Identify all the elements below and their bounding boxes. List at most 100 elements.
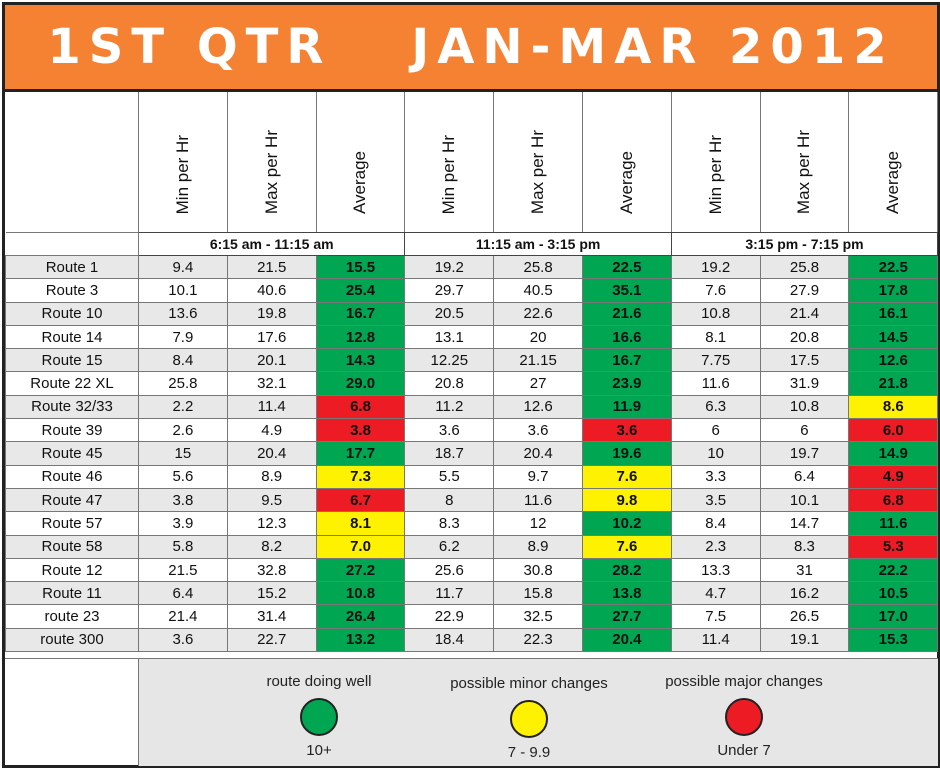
legend-range: Under 7	[717, 742, 771, 759]
min-per-hr-cell: 8.4	[138, 348, 228, 373]
min-per-hr-cell: 10.1	[138, 278, 228, 303]
max-per-hr-cell: 16.2	[759, 581, 850, 606]
average-cell: 3.6	[581, 418, 672, 443]
average-cell: 3.8	[315, 418, 406, 443]
max-per-hr-cell: 40.5	[493, 278, 583, 303]
min-per-hr-cell: 19.2	[404, 254, 495, 280]
max-per-hr-cell: 8.3	[759, 534, 850, 559]
min-per-hr-cell: 4.7	[670, 581, 761, 606]
legend-item-minor: possible minor changes 7 - 9.9	[439, 675, 619, 761]
min-per-hr-cell: 7.9	[138, 324, 228, 350]
max-per-hr-cell: 6.4	[759, 464, 850, 489]
average-cell: 23.9	[581, 371, 672, 396]
route-name-cell: Route 11	[5, 581, 139, 606]
table-row: route 23 21.4 31.4 26.4 22.9 32.5 27.7 7.5 26.5 1…	[5, 604, 939, 629]
max-per-hr-cell: 15.2	[226, 581, 317, 606]
average-cell: 21.6	[581, 301, 672, 326]
legend-label: possible major changes	[665, 673, 823, 690]
max-per-hr-cell: 40.6	[226, 278, 317, 303]
min-per-hr-cell: 25.6	[404, 557, 495, 583]
route-name-cell: route 23	[5, 604, 139, 629]
column-header: Min per Hr	[404, 92, 495, 233]
average-cell: 22.5	[848, 254, 939, 280]
column-header: Average	[848, 92, 939, 233]
route-name-cell: Route 32/33	[5, 394, 139, 420]
max-per-hr-cell: 11.4	[226, 394, 317, 420]
min-per-hr-cell: 2.6	[138, 418, 228, 443]
max-per-hr-cell: 17.6	[226, 324, 317, 350]
legend-item-major: possible major changes Under 7	[649, 673, 839, 759]
min-per-hr-cell: 7.75	[670, 348, 761, 373]
green-circle-icon	[300, 698, 338, 736]
column-header: Average	[315, 92, 406, 233]
min-per-hr-cell: 19.2	[670, 254, 761, 280]
blank-header	[5, 232, 139, 256]
max-per-hr-cell: 12.6	[493, 394, 583, 420]
min-per-hr-cell: 9.4	[138, 254, 228, 280]
min-per-hr-cell: 11.7	[404, 581, 495, 606]
route-name-cell: Route 47	[5, 487, 139, 513]
max-per-hr-cell: 27.9	[759, 278, 850, 303]
max-per-hr-cell: 6	[759, 418, 850, 443]
average-cell: 22.5	[581, 254, 672, 280]
average-cell: 7.3	[315, 464, 406, 489]
average-cell: 10.5	[848, 581, 939, 606]
max-per-hr-cell: 3.6	[493, 418, 583, 443]
legend-item-good: route doing well 10+	[244, 673, 394, 759]
max-per-hr-cell: 26.5	[759, 604, 850, 629]
min-per-hr-cell: 11.2	[404, 394, 495, 420]
blank-header	[5, 92, 139, 233]
average-cell: 28.2	[581, 557, 672, 583]
average-cell: 12.8	[315, 324, 406, 350]
average-cell: 11.6	[848, 511, 939, 536]
route-name-cell: Route 12	[5, 557, 139, 583]
average-cell: 15.3	[848, 627, 939, 653]
table-row: Route 10 13.6 19.8 16.7 20.5 22.6 21.6 10.8 21.4…	[5, 301, 939, 326]
table-row: Route 22 XL 25.8 32.1 29.0 20.8 27 23.9 11.6 31.…	[5, 371, 939, 396]
max-per-hr-cell: 8.2	[226, 534, 317, 559]
route-name-cell: Route 22 XL	[5, 371, 139, 396]
average-cell: 16.6	[581, 324, 672, 350]
time-period-row: 6:15 am - 11:15 am 11:15 am - 3:15 pm 3:15…	[5, 232, 939, 256]
min-per-hr-cell: 25.8	[138, 371, 228, 396]
min-per-hr-cell: 10.8	[670, 301, 761, 326]
average-cell: 35.1	[581, 278, 672, 303]
max-per-hr-cell: 12	[493, 511, 583, 536]
max-per-hr-cell: 22.6	[493, 301, 583, 326]
average-cell: 8.6	[848, 394, 939, 420]
average-cell: 16.1	[848, 301, 939, 326]
average-cell: 17.7	[315, 441, 406, 466]
min-per-hr-cell: 3.5	[670, 487, 761, 513]
min-per-hr-cell: 10	[670, 441, 761, 466]
min-per-hr-cell: 20.8	[404, 371, 495, 396]
average-cell: 6.0	[848, 418, 939, 443]
min-per-hr-cell: 13.3	[670, 557, 761, 583]
min-per-hr-cell: 2.3	[670, 534, 761, 559]
min-per-hr-cell: 7.5	[670, 604, 761, 629]
max-per-hr-cell: 10.1	[759, 487, 850, 513]
average-cell: 7.6	[581, 534, 672, 559]
min-per-hr-cell: 6.4	[138, 581, 228, 606]
min-per-hr-cell: 5.8	[138, 534, 228, 559]
max-per-hr-cell: 20.4	[226, 441, 317, 466]
min-per-hr-cell: 5.6	[138, 464, 228, 489]
route-name-cell: Route 58	[5, 534, 139, 559]
column-header-label: Average	[350, 150, 370, 214]
table-row: Route 11 6.4 15.2 10.8 11.7 15.8 13.8 4.7 16.2 10…	[5, 581, 939, 606]
route-table: Min per Hr Max per Hr Average Min per Hr Max…	[5, 92, 939, 653]
min-per-hr-cell: 3.6	[138, 627, 228, 653]
average-cell: 14.3	[315, 348, 406, 373]
route-name-cell: Route 39	[5, 418, 139, 443]
table-row: Route 1 9.4 21.5 15.5 19.2 25.8 22.5 19.2 25.8 22…	[5, 254, 939, 280]
table-row: Route 45 15 20.4 17.7 18.7 20.4 19.6 10 19.7 14.9	[5, 441, 939, 466]
min-per-hr-cell: 21.4	[138, 604, 228, 629]
min-per-hr-cell: 11.6	[670, 371, 761, 396]
min-per-hr-cell: 6.3	[670, 394, 761, 420]
table-row: Route 32/33 2.2 11.4 6.8 11.2 12.6 11.9 6.3 10.8…	[5, 394, 939, 420]
min-per-hr-cell: 3.3	[670, 464, 761, 489]
average-cell: 26.4	[315, 604, 406, 629]
column-header: Max per Hr	[759, 92, 850, 233]
column-header-label: Average	[883, 150, 903, 214]
min-per-hr-cell: 20.5	[404, 301, 495, 326]
route-name-cell: Route 46	[5, 464, 139, 489]
